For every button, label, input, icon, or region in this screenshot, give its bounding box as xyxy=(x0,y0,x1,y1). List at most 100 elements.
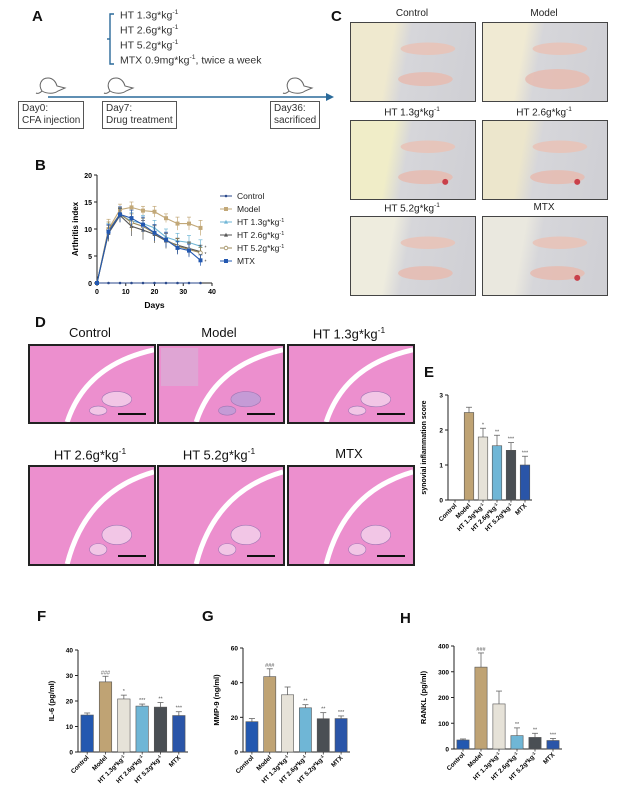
y-axis-label: MMP-9 (ng/ml) xyxy=(212,674,221,726)
lesion-mark xyxy=(574,178,581,185)
superscript: -1 xyxy=(377,325,386,335)
legend-label: Model xyxy=(237,204,260,214)
paw-lower xyxy=(530,266,585,281)
treatment-bracket xyxy=(109,13,114,65)
joint-space xyxy=(323,469,413,564)
x-tick-label: Control xyxy=(446,751,467,772)
bar xyxy=(245,721,259,753)
paw-illustration xyxy=(398,42,456,87)
tissue-section xyxy=(323,347,413,422)
bar xyxy=(505,450,517,501)
data-point xyxy=(141,222,145,227)
histology-image-model xyxy=(157,344,285,424)
bar-group-model: ### xyxy=(474,647,488,750)
paw-lower xyxy=(525,69,590,90)
histology-title-mtx: MTX xyxy=(287,446,411,461)
superscript: -1 xyxy=(247,446,256,456)
bar-group-mtx: *** xyxy=(334,710,348,753)
trabecular-bone xyxy=(230,524,261,545)
bar xyxy=(153,706,168,753)
data-point xyxy=(176,281,179,285)
data-point xyxy=(187,248,191,253)
data-point xyxy=(187,281,191,285)
data-point xyxy=(175,245,180,250)
x-tick-label: MTX xyxy=(330,754,345,769)
bar-group-ht-1-3g-kg-1 xyxy=(281,686,294,753)
photo-title-text: HT 5.2g*kg xyxy=(384,203,435,215)
histology-image-ht-1-3g-kg xyxy=(287,344,415,424)
legend-item-ht-5-2g-kg-1: HT 5.2g*kg-1 xyxy=(220,243,284,253)
data-point xyxy=(164,216,168,221)
legend-item-ht-2-6g-kg-1: HT 2.6g*kg-1 xyxy=(220,230,284,240)
bar xyxy=(281,694,294,753)
paw-upper xyxy=(400,140,456,153)
x-tick-label: MTX xyxy=(168,754,183,769)
bar xyxy=(463,412,475,501)
y-tick-label: 2 xyxy=(439,428,443,435)
data-point xyxy=(130,281,133,285)
legend-label: HT 5.2g*kg-1 xyxy=(237,243,284,253)
legend-label: Control xyxy=(237,191,265,201)
panel-label-h: H xyxy=(400,610,411,627)
x-tick-label: Control xyxy=(70,754,91,775)
data-point xyxy=(198,250,203,255)
photo-title-text: Model xyxy=(530,8,558,19)
bar-group-ht-1-3g-kg-1: * xyxy=(117,689,131,753)
superscript: -1 xyxy=(118,446,127,456)
x-tick-label: 20 xyxy=(151,289,159,296)
data-point xyxy=(199,281,202,285)
legend-marker xyxy=(224,232,228,237)
histology-title-text: Model xyxy=(201,325,237,340)
bar xyxy=(510,735,524,750)
superscript: -1 xyxy=(434,202,440,209)
significance-mark: ### xyxy=(101,670,111,676)
significance-mark: ** xyxy=(321,707,326,713)
legend-marker xyxy=(224,259,228,263)
y-tick-label: 0 xyxy=(88,281,92,288)
trabecular-bone xyxy=(348,543,367,556)
y-tick-label: 20 xyxy=(66,699,74,706)
data-point xyxy=(129,216,134,221)
data-point xyxy=(175,221,180,226)
bar xyxy=(263,676,277,753)
data-point xyxy=(106,229,111,234)
timeline-event-day7: Day7: Drug treatment xyxy=(102,101,177,129)
data-point xyxy=(95,281,99,285)
data-point xyxy=(107,281,110,285)
rat-icon xyxy=(282,77,314,94)
bar-group-model: ### xyxy=(263,663,277,753)
significance-mark: *** xyxy=(176,706,183,712)
bar-group-mtx: *** xyxy=(546,732,560,750)
treatment-item: HT 5.2g*kg-1 xyxy=(120,39,179,52)
y-tick-label: 10 xyxy=(84,227,92,234)
photo-title-control: Control xyxy=(350,8,474,19)
histology-title-control: Control xyxy=(28,325,152,340)
bar-group-control xyxy=(245,718,259,753)
scale-bar xyxy=(247,413,275,415)
panel-label-d: D xyxy=(35,314,46,331)
bar xyxy=(492,703,506,750)
histology-title-model: Model xyxy=(157,325,281,340)
y-tick-label: 200 xyxy=(438,695,449,702)
paw-photo-control xyxy=(350,22,476,102)
series-mtx xyxy=(95,206,203,285)
data-point xyxy=(198,225,203,230)
histology-image-ht-2-6g-kg xyxy=(28,465,156,566)
series-ht-5-2g-kg-1 xyxy=(94,207,203,286)
y-tick-label: 1 xyxy=(439,463,443,470)
y-tick-label: 60 xyxy=(231,646,239,653)
bar xyxy=(334,718,348,753)
bar xyxy=(456,739,470,750)
paw-photo-ht-5-2g-kg xyxy=(350,216,476,296)
paw-upper xyxy=(400,42,456,55)
series-line xyxy=(96,213,201,284)
bar-group-ht-5-2g-kg-1: ** xyxy=(316,707,330,753)
treatment-item: HT 2.6g*kg-1 xyxy=(120,24,179,37)
panel-label-f: F xyxy=(37,608,47,625)
rat-icon xyxy=(35,77,67,94)
y-tick-label: 40 xyxy=(231,680,239,687)
bar xyxy=(477,436,489,501)
significance-mark: ** xyxy=(533,727,538,733)
